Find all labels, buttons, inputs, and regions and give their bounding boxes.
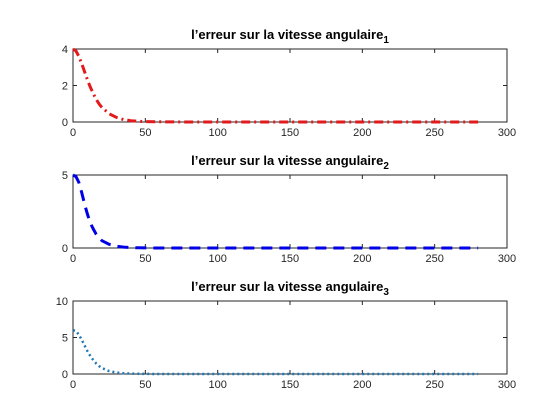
y-tick-label: 2 xyxy=(62,81,68,93)
x-tick-label: 150 xyxy=(281,253,299,265)
series-line-1 xyxy=(72,47,479,124)
chart-title-text: l’erreur sur la vitesse angulaire xyxy=(191,279,383,294)
chart-title: l’erreur sur la vitesse angulaire1 xyxy=(191,27,389,46)
x-tick-label: 50 xyxy=(139,127,151,139)
x-tick-label: 250 xyxy=(425,253,443,265)
x-tick-label: 200 xyxy=(353,127,371,139)
axes-box xyxy=(72,300,508,375)
x-tick-label: 250 xyxy=(425,127,443,139)
x-tick-label: 100 xyxy=(208,127,226,139)
chart-title: l’erreur sur la vitesse angulaire3 xyxy=(191,279,389,298)
chart-title-text: l’erreur sur la vitesse angulaire xyxy=(191,153,383,168)
x-tick-label: 250 xyxy=(425,379,443,391)
chart-title-subscript: 3 xyxy=(383,287,389,298)
axes-box xyxy=(72,174,508,249)
x-tick-label: 0 xyxy=(70,379,76,391)
chart-title-text: l’erreur sur la vitesse angulaire xyxy=(191,27,383,42)
axes-box xyxy=(72,48,508,123)
x-tick-label: 200 xyxy=(353,379,371,391)
x-tick-label: 300 xyxy=(498,379,516,391)
x-tick-label: 150 xyxy=(281,379,299,391)
x-tick-label: 100 xyxy=(208,379,226,391)
y-tick-label: 0 xyxy=(62,369,68,381)
subplot-1: 0 50 100 150 200 250 300 0 2 4 l’erreur sur la vit… xyxy=(62,27,516,139)
subplot-2: 0 50 100 150 200 250 300 0 5 l’erreur sur la vite… xyxy=(62,153,516,265)
x-tick-label: 150 xyxy=(281,127,299,139)
series-line-3 xyxy=(72,328,479,376)
x-tick-label: 0 xyxy=(70,253,76,265)
y-tick-label: 10 xyxy=(56,296,68,308)
x-tick-label: 0 xyxy=(70,127,76,139)
subplot-3: 0 50 100 150 200 250 300 0 5 10 l’erreur sur la vi… xyxy=(56,279,516,391)
y-tick-label: 4 xyxy=(62,44,68,56)
x-tick-label: 300 xyxy=(498,253,516,265)
y-tick-label: 0 xyxy=(62,117,68,129)
x-tick-label: 200 xyxy=(353,253,371,265)
chart-title-subscript: 1 xyxy=(383,35,389,46)
chart-title: l’erreur sur la vitesse angulaire2 xyxy=(191,153,389,172)
y-tick-label: 5 xyxy=(62,170,68,182)
x-tick-label: 50 xyxy=(139,379,151,391)
y-tick-label: 0 xyxy=(62,243,68,255)
chart-title-subscript: 2 xyxy=(383,161,389,172)
y-tick-label: 5 xyxy=(62,333,68,345)
x-tick-label: 300 xyxy=(498,127,516,139)
x-tick-label: 50 xyxy=(139,253,151,265)
x-tick-label: 100 xyxy=(208,253,226,265)
series-line-2 xyxy=(72,173,479,250)
